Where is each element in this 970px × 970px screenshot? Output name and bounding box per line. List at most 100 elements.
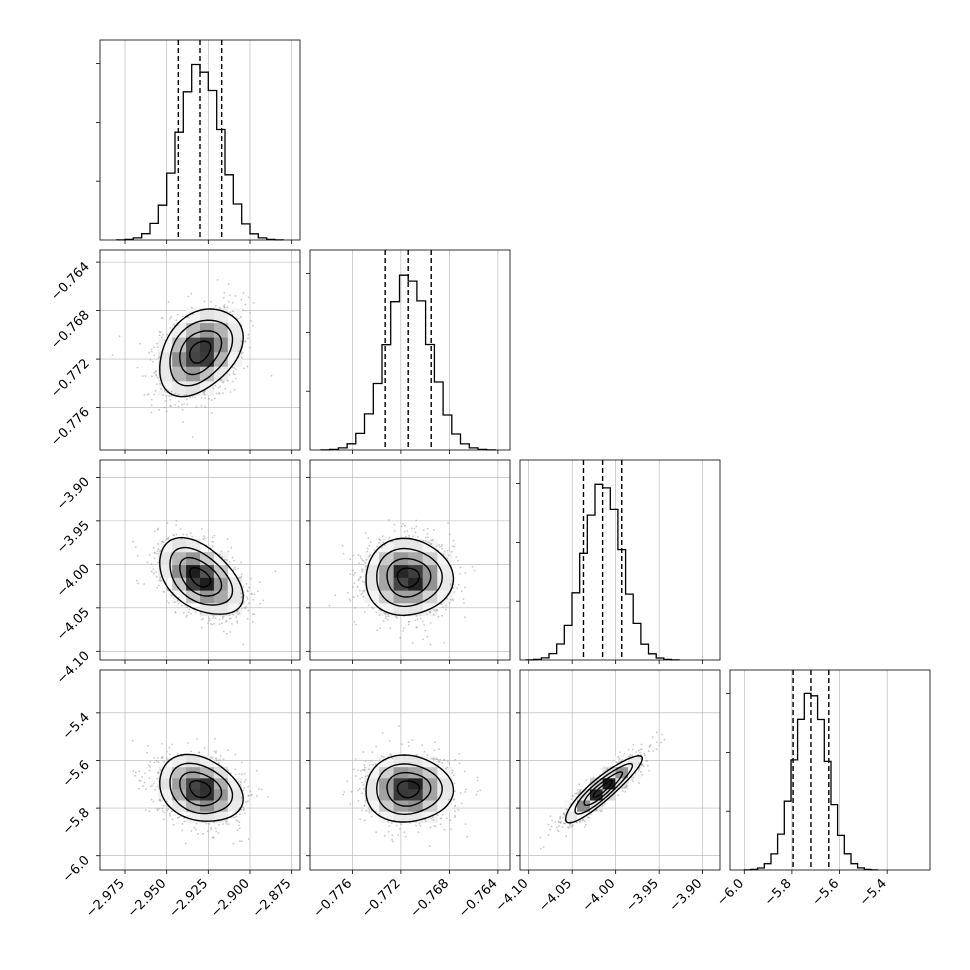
- scatter-point: [426, 754, 429, 757]
- scatter-point: [176, 599, 179, 602]
- scatter-point: [422, 540, 425, 542]
- scatter-point: [237, 613, 240, 615]
- scatter-point: [229, 311, 232, 314]
- scatter-point: [182, 421, 185, 423]
- scatter-point: [451, 771, 454, 774]
- scatter-point: [183, 820, 186, 822]
- scatter-point: [579, 789, 582, 792]
- scatter-point: [460, 590, 463, 593]
- scatter-point: [413, 527, 416, 530]
- scatter-point: [145, 788, 147, 790]
- scatter-point: [446, 766, 449, 769]
- scatter-point: [172, 823, 175, 826]
- scatter-point: [175, 319, 178, 322]
- scatter-point: [157, 584, 160, 587]
- scatter-point: [226, 632, 228, 635]
- scatter-point: [361, 592, 364, 594]
- scatter-point: [570, 825, 573, 828]
- scatter-point: [363, 589, 366, 592]
- contour-line: [179, 556, 223, 597]
- y-tick-label: −4.10: [54, 649, 93, 688]
- scatter-point: [156, 528, 159, 531]
- scatter-point: [381, 732, 384, 734]
- density-cell: [172, 789, 187, 801]
- scatter-point: [432, 608, 435, 611]
- scatter-point: [223, 306, 226, 309]
- scatter-point: [651, 736, 654, 739]
- scatter-point: [352, 574, 355, 576]
- scatter-point: [153, 551, 156, 554]
- scatter-frame: [309, 669, 511, 871]
- y-tick-label: −5.6: [60, 758, 93, 791]
- scatter-point: [169, 399, 172, 401]
- scatter-point: [476, 776, 479, 779]
- scatter-point: [448, 798, 450, 801]
- scatter-point: [430, 817, 433, 820]
- scatter-point: [357, 789, 359, 792]
- density-cell: [200, 789, 215, 801]
- scatter-point: [212, 541, 215, 543]
- scatter-point: [422, 529, 425, 531]
- x-tick-label: −5.4: [857, 876, 890, 909]
- density-cell: [186, 351, 201, 367]
- scatter-point: [246, 365, 249, 368]
- scatter-point: [167, 389, 170, 392]
- scatter-point: [460, 802, 463, 805]
- scatter-point: [172, 534, 175, 536]
- scatter-point: [384, 613, 387, 615]
- scatter-point: [174, 392, 177, 395]
- scatter-point: [342, 793, 345, 796]
- scatter-point: [423, 750, 426, 753]
- scatter-point: [219, 385, 222, 388]
- scatter-point: [240, 575, 243, 578]
- scatter-point: [362, 595, 365, 598]
- scatter-point: [191, 396, 194, 398]
- scatter-point: [389, 753, 391, 756]
- scatter-point: [183, 394, 186, 397]
- scatter-point: [157, 771, 160, 774]
- scatter-point: [247, 333, 250, 336]
- scatter-point: [161, 810, 164, 812]
- scatter-point: [195, 822, 198, 825]
- scatter-point: [247, 296, 250, 299]
- scatter-point: [362, 788, 365, 790]
- density-cell: [158, 366, 173, 382]
- scatter-point: [383, 834, 386, 837]
- y-tick-label: −5.8: [60, 805, 93, 838]
- density-cell: [422, 766, 438, 779]
- scatter-point: [632, 776, 635, 779]
- scatter-point: [161, 317, 164, 320]
- scatter-point: [212, 387, 215, 390]
- scatter-point: [260, 788, 263, 791]
- y-tick-label: −4.05: [54, 605, 93, 644]
- scatter-point: [219, 379, 222, 381]
- density-cell: [437, 800, 453, 812]
- scatter-point: [448, 554, 450, 557]
- scatter-point: [240, 592, 243, 595]
- scatter-point: [601, 804, 604, 807]
- scatter-point: [227, 823, 230, 826]
- scatter-point: [379, 627, 381, 630]
- scatter-point: [235, 377, 237, 380]
- scatter-point: [562, 822, 565, 825]
- scatter-point: [373, 549, 376, 552]
- scatter-point: [403, 530, 406, 533]
- density-cell: [393, 777, 409, 790]
- scatter-point: [221, 556, 224, 559]
- scatter-point: [353, 620, 356, 623]
- scatter-point: [232, 372, 235, 375]
- density-cell: [158, 777, 173, 790]
- scatter-point: [384, 544, 386, 547]
- density-cell: [589, 800, 604, 812]
- x-tick-label: −2.875: [250, 876, 295, 921]
- contour-line: [159, 308, 244, 398]
- scatter-point: [405, 535, 407, 538]
- scatter-point: [161, 755, 164, 758]
- scatter-point: [171, 818, 174, 821]
- scatter-point: [223, 303, 226, 306]
- y-tick-label: −0.764: [48, 259, 93, 304]
- scatter-point: [428, 845, 431, 848]
- scatter-point: [354, 571, 356, 574]
- scatter-point: [215, 757, 218, 760]
- contour-line: [386, 771, 432, 807]
